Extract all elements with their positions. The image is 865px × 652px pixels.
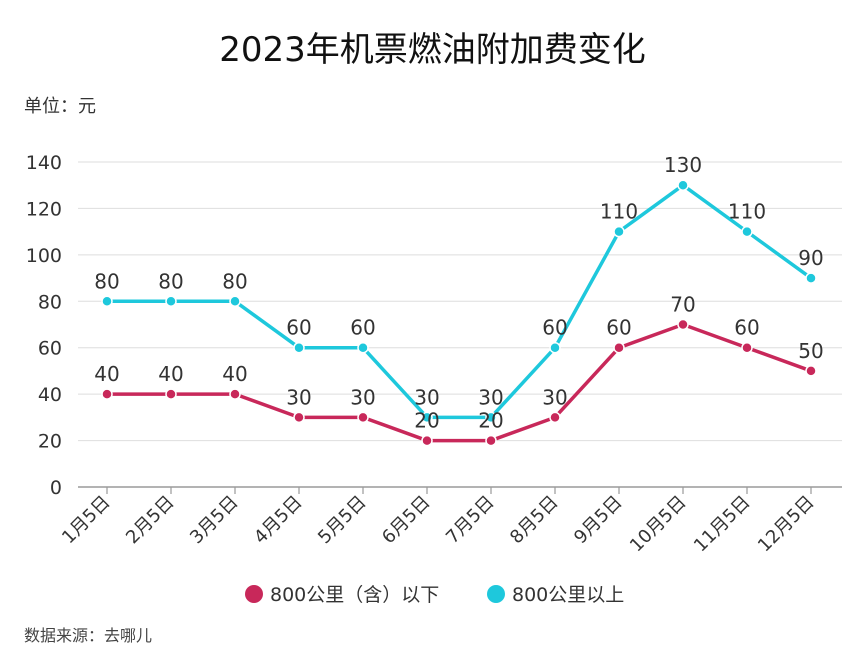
data-label: 30 bbox=[350, 385, 375, 409]
data-label: 30 bbox=[414, 385, 439, 409]
x-tick-label: 5月5日 bbox=[314, 492, 371, 549]
data-point bbox=[485, 434, 497, 447]
x-tick-label: 7月5日 bbox=[442, 492, 499, 549]
data-label: 60 bbox=[606, 316, 631, 340]
data-label: 90 bbox=[798, 246, 823, 270]
y-tick-label: 20 bbox=[38, 431, 62, 453]
series-line bbox=[105, 183, 813, 420]
data-label: 40 bbox=[94, 362, 119, 386]
data-point bbox=[549, 341, 561, 354]
data-label: 60 bbox=[286, 316, 311, 340]
series-line bbox=[105, 322, 813, 443]
data-point bbox=[677, 318, 689, 331]
data-label: 110 bbox=[600, 200, 638, 224]
legend-swatch bbox=[245, 585, 263, 603]
data-point bbox=[357, 341, 369, 354]
data-point bbox=[549, 411, 561, 424]
chart-title: 2023年机票燃油附加费变化 bbox=[219, 30, 646, 70]
data-point bbox=[165, 295, 177, 308]
data-point bbox=[805, 365, 817, 377]
data-label: 70 bbox=[670, 293, 695, 317]
data-point bbox=[229, 295, 241, 308]
legend: 800公里（含）以下 800公里以上 bbox=[245, 584, 624, 606]
data-point bbox=[293, 411, 305, 424]
source-note: 数据来源：去哪儿 bbox=[24, 626, 153, 645]
x-tick-label: 3月5日 bbox=[186, 492, 243, 549]
x-tick-label: 10月5日 bbox=[626, 492, 691, 557]
data-point bbox=[229, 388, 241, 400]
y-tick-label: 40 bbox=[38, 384, 62, 406]
x-tick-label: 11月5日 bbox=[690, 492, 755, 557]
data-label: 110 bbox=[728, 200, 766, 224]
data-point bbox=[421, 411, 433, 424]
y-tick-label: 60 bbox=[38, 338, 62, 360]
data-point bbox=[741, 225, 753, 238]
legend-label: 800公里（含）以下 bbox=[270, 584, 439, 606]
data-label: 30 bbox=[286, 385, 311, 409]
data-point bbox=[485, 411, 497, 424]
x-tick-label: 9月5日 bbox=[570, 492, 627, 549]
data-label: 20 bbox=[478, 409, 503, 433]
data-point bbox=[293, 341, 305, 354]
data-label: 60 bbox=[350, 316, 375, 340]
x-tick-labels: 1月5日 2月5日 3月5日 4月5日 5月5日 6月5日 7月5日 8月5日 9月5日 10月5… bbox=[58, 487, 819, 556]
x-tick-label: 8月5日 bbox=[506, 492, 563, 549]
data-label: 80 bbox=[158, 269, 183, 293]
data-point bbox=[613, 225, 625, 238]
y-tick-labels: 0 20 40 60 80 100 120 140 bbox=[26, 152, 62, 499]
y-tick-label: 140 bbox=[26, 152, 62, 174]
data-label: 30 bbox=[478, 385, 503, 409]
x-tick-label: 1月5日 bbox=[58, 492, 115, 549]
x-tick-label: 12月5日 bbox=[754, 492, 819, 557]
legend-swatch bbox=[487, 585, 505, 603]
y-tick-label: 120 bbox=[26, 198, 62, 220]
data-label: 30 bbox=[542, 385, 567, 409]
series-layer bbox=[101, 179, 817, 447]
y-tick-label: 100 bbox=[26, 245, 62, 267]
data-label: 40 bbox=[158, 362, 183, 386]
x-tick-label: 2月5日 bbox=[122, 492, 179, 549]
x-tick-label: 4月5日 bbox=[250, 492, 307, 549]
data-point bbox=[677, 179, 689, 191]
data-point bbox=[357, 411, 369, 424]
data-point bbox=[101, 295, 113, 308]
data-label: 60 bbox=[734, 316, 759, 340]
x-tick-label: 6月5日 bbox=[378, 492, 435, 549]
y-tick-label: 80 bbox=[38, 291, 62, 313]
data-label: 80 bbox=[94, 269, 119, 293]
y-tick-label: 0 bbox=[50, 477, 62, 499]
data-label: 60 bbox=[542, 316, 567, 340]
data-point bbox=[421, 434, 433, 447]
data-label: 80 bbox=[222, 269, 247, 293]
data-point bbox=[165, 388, 177, 400]
data-point bbox=[613, 341, 625, 354]
data-point bbox=[805, 272, 817, 284]
unit-label: 单位：元 bbox=[24, 96, 96, 117]
data-label: 40 bbox=[222, 362, 247, 386]
data-label: 130 bbox=[664, 153, 702, 177]
data-point bbox=[741, 341, 753, 354]
data-label: 20 bbox=[414, 409, 439, 433]
data-point bbox=[101, 388, 113, 400]
data-label: 50 bbox=[798, 339, 823, 363]
legend-label: 800公里以上 bbox=[512, 584, 624, 606]
